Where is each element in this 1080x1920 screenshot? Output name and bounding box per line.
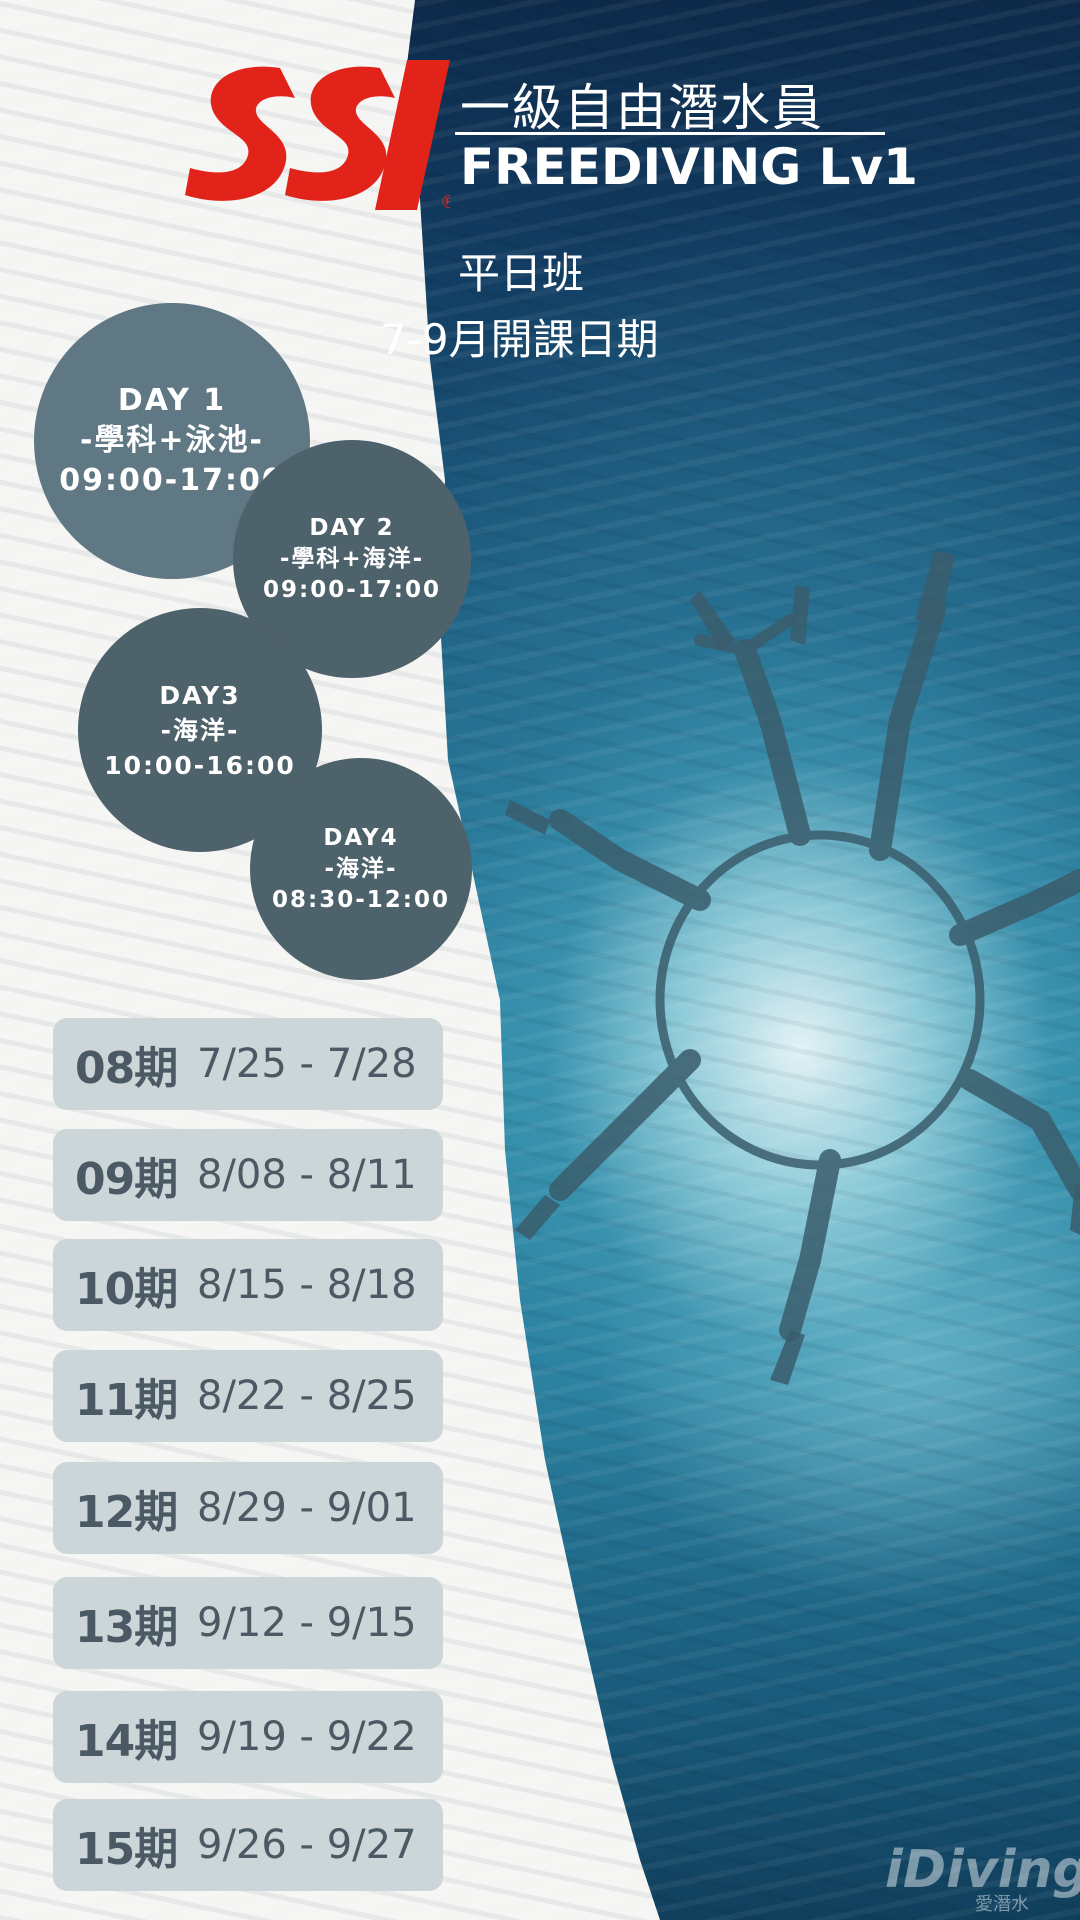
session-dates: 9/19 - 9/22 <box>197 1714 417 1760</box>
session-row: 08期 7/25 - 7/28 <box>53 1018 443 1110</box>
session-period: 09期 <box>75 1154 178 1205</box>
session-row: 15期 9/26 - 9/27 <box>53 1799 443 1891</box>
idiving-watermark: iDiving <box>885 1840 1080 1900</box>
session-period: 10期 <box>75 1264 178 1315</box>
session-row: 13期 9/12 - 9/15 <box>53 1577 443 1669</box>
session-dates: 9/12 - 9/15 <box>197 1600 417 1646</box>
day-label: DAY 1 <box>117 383 227 418</box>
title-en: FREEDIVING Lv1 <box>460 138 918 196</box>
day-content: -海洋- <box>160 715 240 745</box>
session-period: 08期 <box>75 1043 178 1094</box>
day-label: DAY4 <box>323 824 399 851</box>
day-time: 08:30-12:00 <box>272 886 450 913</box>
day-time: 10:00-16:00 <box>104 750 296 780</box>
session-row: 11期 8/22 - 8/25 <box>53 1350 443 1442</box>
session-row: 09期 8/08 - 8/11 <box>53 1129 443 1221</box>
title-divider <box>455 132 885 135</box>
day-content: -海洋- <box>324 855 398 882</box>
day-time: 09:00-17:00 <box>59 463 285 498</box>
session-row: 14期 9/19 - 9/22 <box>53 1691 443 1783</box>
day-label: DAY 2 <box>309 514 395 541</box>
day-content: -學科+海洋- <box>279 545 425 572</box>
session-row: 10期 8/15 - 8/18 <box>53 1239 443 1331</box>
session-period: 14期 <box>75 1716 178 1767</box>
session-row: 12期 8/29 - 9/01 <box>53 1462 443 1554</box>
session-dates: 8/29 - 9/01 <box>197 1485 417 1531</box>
session-dates: 8/22 - 8/25 <box>197 1373 417 1419</box>
session-dates: 7/25 - 7/28 <box>197 1041 417 1087</box>
session-dates: 8/15 - 8/18 <box>197 1262 417 1308</box>
session-period: 11期 <box>75 1375 178 1426</box>
session-period: 15期 <box>75 1824 178 1875</box>
day-content: -學科+泳池- <box>79 423 265 458</box>
registered-mark: ® <box>440 192 450 210</box>
session-dates: 8/08 - 8/11 <box>197 1152 417 1198</box>
session-period: 12期 <box>75 1487 178 1538</box>
day-label: DAY3 <box>159 680 241 710</box>
session-period: 13期 <box>75 1602 178 1653</box>
idiving-watermark-sub: 愛潛水 <box>975 1894 1029 1915</box>
ssi-logo: ® <box>185 60 450 210</box>
title-cn: 一級自由潛水員 <box>460 79 824 137</box>
day-time: 09:00-17:00 <box>263 576 441 603</box>
class-type: 平日班 <box>458 249 585 298</box>
session-dates: 9/26 - 9/27 <box>197 1822 417 1868</box>
course-dates-heading: 7-9月開課日期 <box>380 315 659 364</box>
day-4-circle: DAY4 -海洋- 08:30-12:00 <box>250 758 472 980</box>
